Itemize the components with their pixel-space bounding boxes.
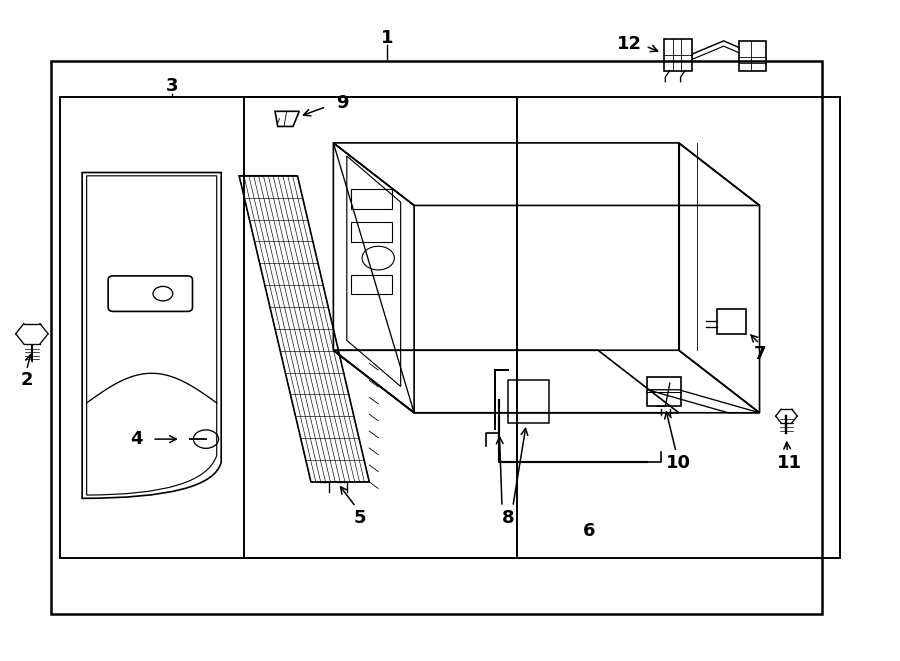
- Text: 2: 2: [21, 371, 32, 389]
- Bar: [717, 309, 746, 334]
- Text: 12: 12: [616, 35, 642, 53]
- Text: 6: 6: [583, 522, 595, 540]
- Text: 10: 10: [666, 455, 691, 473]
- Text: 8: 8: [502, 509, 515, 527]
- Text: 4: 4: [130, 430, 142, 448]
- Bar: [739, 41, 766, 71]
- Text: 1: 1: [381, 28, 393, 46]
- Bar: [647, 377, 681, 407]
- Text: 5: 5: [354, 509, 366, 527]
- Bar: [508, 380, 549, 422]
- Bar: [59, 97, 517, 558]
- Bar: [50, 61, 823, 613]
- Bar: [244, 97, 841, 558]
- Text: 3: 3: [166, 77, 178, 95]
- Text: 11: 11: [777, 455, 802, 473]
- Bar: [663, 39, 692, 71]
- Text: 7: 7: [753, 344, 766, 362]
- Text: 9: 9: [336, 95, 348, 112]
